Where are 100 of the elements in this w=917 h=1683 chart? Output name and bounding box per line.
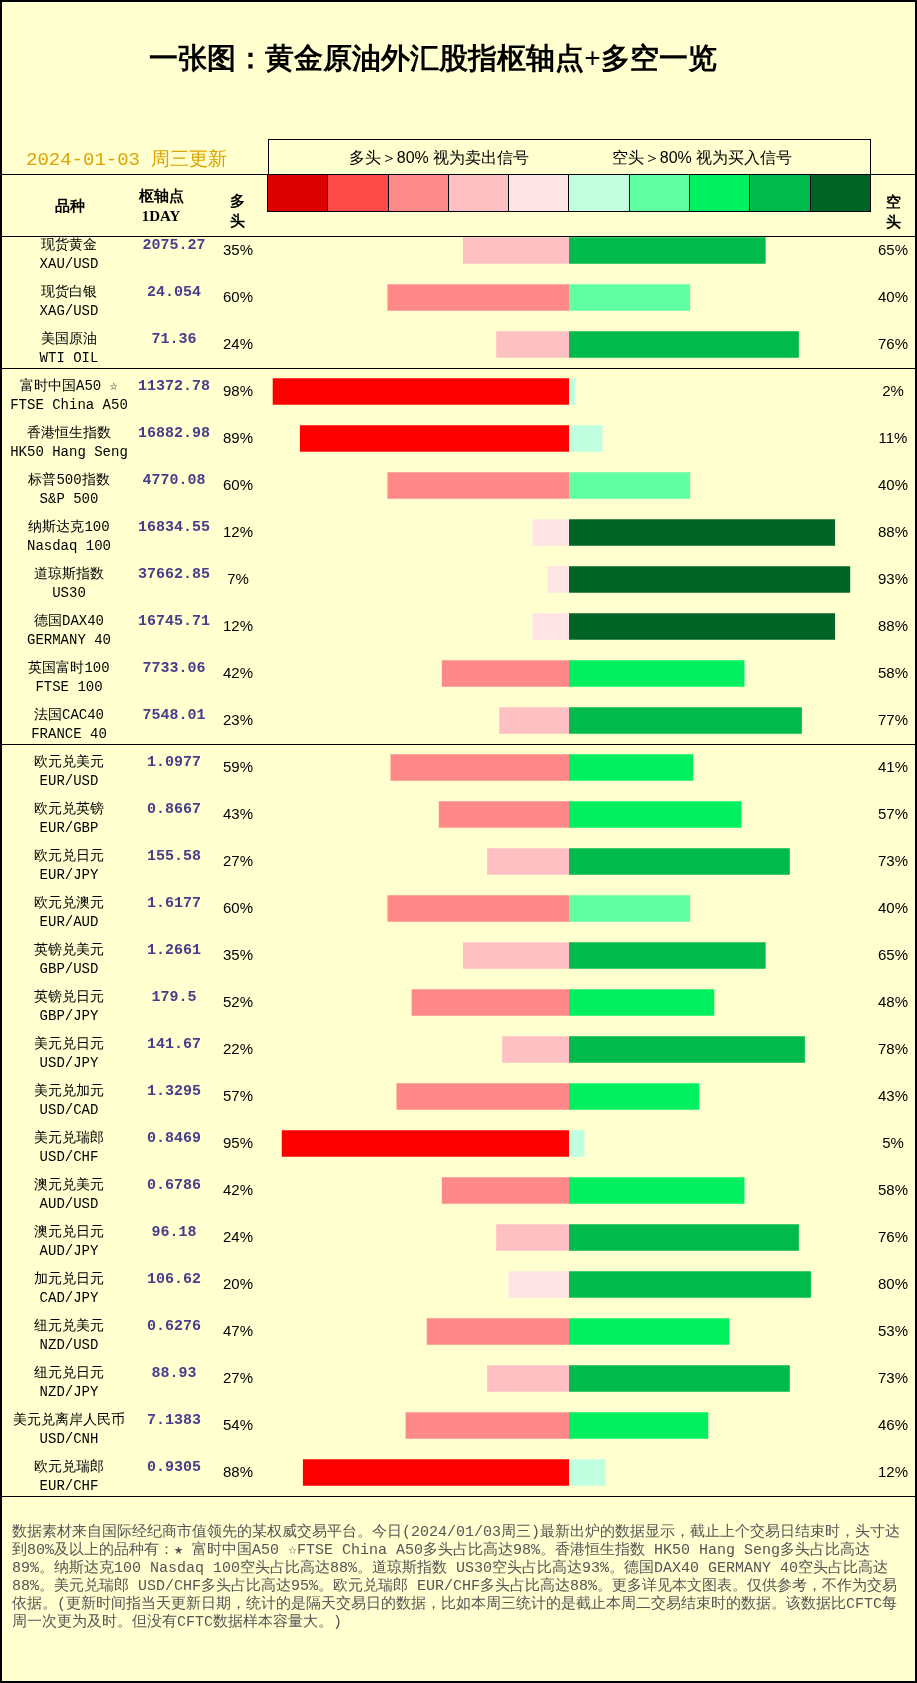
text: 1.3295 xyxy=(146,1083,202,1101)
text: 2075.27 xyxy=(142,237,206,255)
data-label: 95% xyxy=(222,1133,254,1151)
text: 1.0977 xyxy=(146,754,202,772)
y-tick-label: 澳元兑日元 AUD/JPY xyxy=(34,1224,104,1260)
text: 多头 xyxy=(229,192,245,231)
data-label: 24% xyxy=(222,1227,254,1245)
data-label: 77% xyxy=(877,710,909,728)
y-tick-label: 现货黄金 XAU/USD xyxy=(39,237,99,273)
bar xyxy=(508,1271,569,1298)
text: 0.6276 xyxy=(146,1318,202,1336)
y-tick-label: 美元兑日元 USD/JPY xyxy=(34,1036,104,1072)
data-label: 93% xyxy=(877,569,909,587)
text: 71.36 xyxy=(151,331,197,349)
y-tick-label: 欧元兑美元 EUR/USD xyxy=(34,754,104,790)
text: 141.67 xyxy=(146,1036,202,1054)
y-tick-label: 标普500指数 S&P 500 xyxy=(27,471,110,508)
data-label: 42% xyxy=(222,663,254,681)
bar xyxy=(496,331,569,358)
data-label: 89% xyxy=(222,428,254,446)
bar xyxy=(499,707,569,734)
text: 4770.08 xyxy=(142,472,206,490)
y-tick-label: 富时中国A50 ☆ FTSE China A50 xyxy=(10,378,128,414)
data-label: 27% xyxy=(222,1368,254,1386)
bar xyxy=(569,378,576,405)
data-label: 88% xyxy=(222,1462,254,1480)
text: 0.9305 xyxy=(146,1459,202,1477)
text: 1.6177 xyxy=(146,895,202,913)
y-tick-label: 纳斯达克100 Nasdaq 100 xyxy=(26,519,112,555)
data-label: 52% xyxy=(222,992,254,1010)
data-label: 60% xyxy=(222,475,254,493)
data-label: 42% xyxy=(222,1180,254,1198)
bar xyxy=(532,613,569,640)
text: 179.5 xyxy=(151,989,197,1007)
text: 16834.55 xyxy=(137,519,211,537)
data-label: 12% xyxy=(222,616,254,634)
bar xyxy=(569,425,603,452)
data-label: 57% xyxy=(877,804,909,822)
text: 枢轴点 1DAY xyxy=(137,187,185,226)
data-label: 7% xyxy=(227,569,249,587)
data-label: 88% xyxy=(877,522,909,540)
data-label: 43% xyxy=(877,1086,909,1104)
text: 1.2661 xyxy=(146,942,202,960)
y-tick-label: 纽元兑美元 NZD/USD xyxy=(34,1318,104,1354)
bar xyxy=(569,1459,606,1486)
y-tick-label: 香港恒生指数 HK50 Hang Seng xyxy=(10,425,128,461)
data-label: 35% xyxy=(222,945,254,963)
data-label: 73% xyxy=(877,1368,909,1386)
y-tick-label: 欧元兑瑞郎 EUR/CHF xyxy=(34,1459,104,1495)
data-label: 58% xyxy=(877,663,909,681)
data-label: 40% xyxy=(877,898,909,916)
data-label: 2% xyxy=(882,381,904,399)
text: 7.1383 xyxy=(146,1412,202,1430)
y-tick-label: 澳元兑美元 AUD/USD xyxy=(34,1177,104,1213)
chart-title: 一张图：黄金原油外汇股指枢轴点+多空一览 xyxy=(148,41,718,76)
bar xyxy=(502,1036,569,1063)
chart-subtitle: 2024-01-03 周三更新 xyxy=(26,148,228,172)
text: 7733.06 xyxy=(142,660,206,678)
text: 155.58 xyxy=(146,848,202,866)
text: 11372.78 xyxy=(137,378,211,396)
data-label: 60% xyxy=(222,898,254,916)
y-tick-label: 英镑兑美元 GBP/USD xyxy=(34,942,104,978)
y-tick-label: 德国DAX40 GERMANY 40 xyxy=(26,613,112,649)
y-axis-title: 品种 xyxy=(54,197,86,216)
data-label: 59% xyxy=(222,757,254,775)
y-tick-label: 加元兑日元 CAD/JPY xyxy=(34,1271,104,1307)
data-label: 65% xyxy=(877,945,909,963)
text: 0.8469 xyxy=(146,1130,202,1148)
text: 16745.71 xyxy=(137,613,211,631)
bar xyxy=(532,519,569,546)
text: 96.18 xyxy=(151,1224,197,1242)
bar xyxy=(547,566,569,593)
data-label: 76% xyxy=(877,1227,909,1245)
data-label: 11% xyxy=(878,428,908,446)
text: 106.62 xyxy=(146,1271,202,1289)
data-label: 73% xyxy=(877,851,909,869)
y-tick-label: 美元兑离岸人民币 USD/CNH xyxy=(13,1412,125,1448)
data-label: 54% xyxy=(222,1415,254,1433)
text: 24.054 xyxy=(146,284,202,302)
data-label: 60% xyxy=(222,287,254,305)
data-label: 98% xyxy=(222,381,254,399)
text: 16882.98 xyxy=(137,425,211,443)
y-tick-label: 美元兑加元 USD/CAD xyxy=(34,1083,104,1119)
y-tick-label: 欧元兑澳元 EUR/AUD xyxy=(34,895,104,931)
data-label: 20% xyxy=(222,1274,254,1292)
text: 数据素材来自国际经纪商市值领先的某权威交易平台。今日(2024/01/03周三)最新出炉的数据显示，截止上个交易日结束时，头寸达到80%及以上的品种有：★ 富时中国A50 ☆FTSE China A50多头占比高达98%。香港恒生指数 HK50 Hang Seng多头占比高达89%。纳斯达克100 Nasdaq 100空头占比高达88%。道琼斯指数 US30空头占比高达93%。德国DAX40 GERMANY 40空头占比高达88%。美元兑瑞郎 USD/CHF多头占比高达95%。欧元兑瑞郎 EUR/CHF多头占比高达88%。更多详见本文图表。仅供参考，不作为交易依据。(更新时间指当天更新日期，统计的是隔天交易日的数据，比如本周三统计的是截止本周二交易结束时的数据。该数据比CFTC每周一次更为及时。但没有CFTC数据样本容量大。) xyxy=(12,1524,902,1632)
data-label: 80% xyxy=(877,1274,909,1292)
data-label: 41% xyxy=(877,757,909,775)
y-tick-label: 英镑兑日元 GBP/JPY xyxy=(34,989,104,1025)
data-label: 35% xyxy=(222,240,254,258)
data-label: 53% xyxy=(877,1321,909,1339)
data-label: 24% xyxy=(222,334,254,352)
bar xyxy=(496,1224,569,1251)
y-tick-label: 英国富时100 FTSE 100 xyxy=(28,660,110,696)
data-label: 65% xyxy=(877,240,909,258)
y-tick-label: 纽元兑日元 NZD/JPY xyxy=(34,1365,104,1401)
data-label: 47% xyxy=(222,1321,254,1339)
data-label: 57% xyxy=(222,1086,254,1104)
data-label: 76% xyxy=(877,334,909,352)
data-label: 78% xyxy=(877,1039,909,1057)
